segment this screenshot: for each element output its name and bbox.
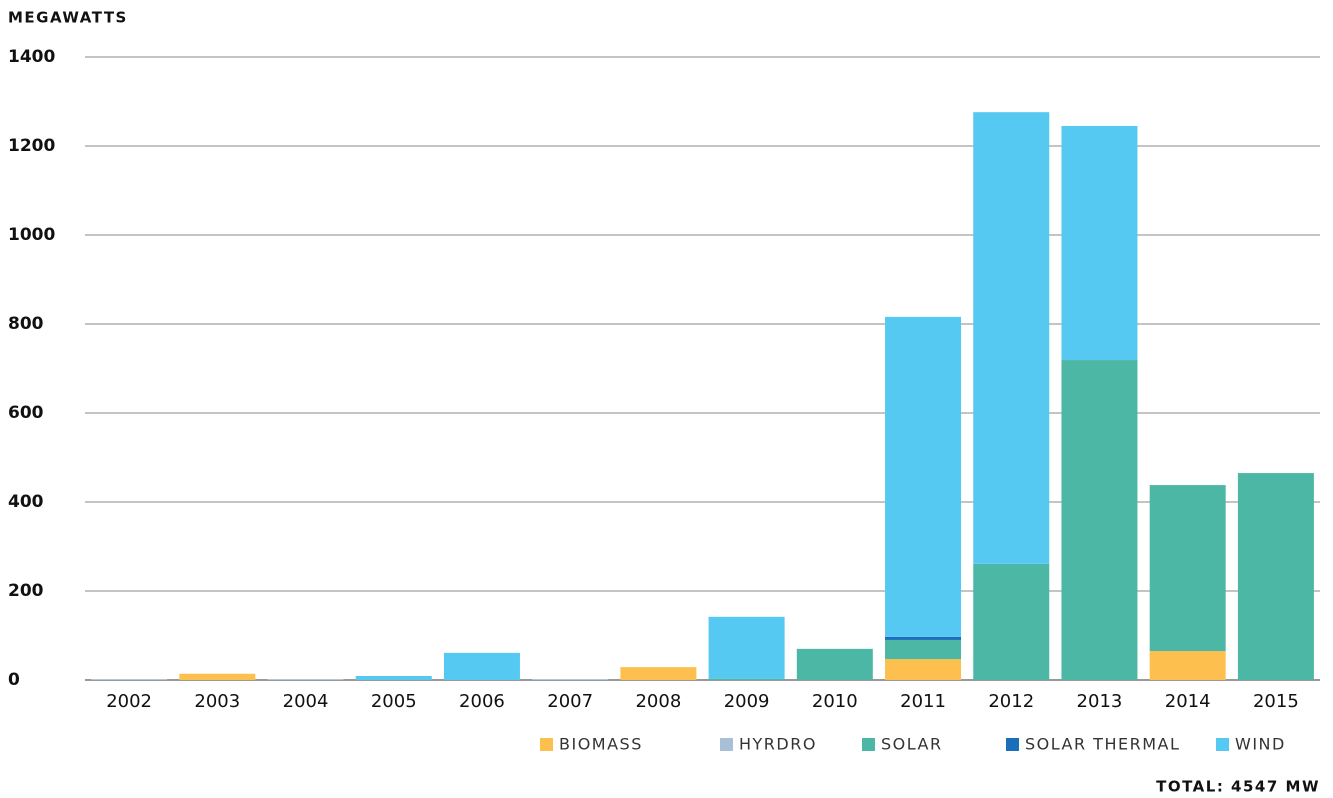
bar-segment — [91, 679, 168, 680]
legend-swatch — [862, 738, 875, 751]
x-tick-label: 2008 — [635, 691, 681, 712]
y-tick-label: 1400 — [8, 47, 55, 67]
x-tick-label: 2002 — [106, 691, 152, 712]
x-tick-label: 2003 — [194, 691, 240, 712]
total-annotation: TOTAL: 4547 MW — [1156, 778, 1320, 796]
bar-segment — [1237, 473, 1314, 680]
bar-segment — [443, 652, 520, 680]
bar-segment — [532, 679, 609, 680]
y-tick-label: 200 — [8, 581, 44, 601]
bar-segment — [267, 679, 344, 680]
y-axis-label: MEGAWATTS — [8, 9, 128, 27]
legend-label: SOLAR — [881, 735, 943, 754]
bar-segment — [885, 316, 962, 637]
bar-segment — [885, 639, 962, 660]
y-tick-label: 0 — [8, 670, 20, 690]
bar-segment — [355, 675, 432, 680]
x-tick-label: 2014 — [1165, 691, 1211, 712]
y-tick-label: 800 — [8, 314, 44, 334]
bar-segment — [1061, 360, 1138, 680]
bar-segment — [796, 648, 873, 680]
legend-label: WIND — [1235, 735, 1286, 754]
bar-segment — [885, 659, 962, 680]
y-tick-label: 600 — [8, 403, 44, 423]
legend-label: HYRDRO — [739, 735, 817, 754]
bar-segment — [1149, 485, 1226, 652]
bar-segment — [973, 563, 1050, 680]
y-tick-label: 400 — [8, 492, 44, 512]
bar-segment — [620, 667, 697, 680]
x-tick-label: 2006 — [459, 691, 505, 712]
x-tick-label: 2004 — [283, 691, 329, 712]
x-tick-label: 2012 — [988, 691, 1034, 712]
bar-segment — [1149, 651, 1226, 680]
bar-segment — [973, 112, 1050, 564]
y-tick-label: 1000 — [8, 225, 55, 245]
x-tick-label: 2011 — [900, 691, 946, 712]
legend-label: SOLAR THERMAL — [1025, 735, 1180, 754]
x-tick-label: 2007 — [547, 691, 593, 712]
legend-swatch — [540, 738, 553, 751]
x-tick-label: 2013 — [1077, 691, 1123, 712]
legend-swatch — [1006, 738, 1019, 751]
legend-swatch — [720, 738, 733, 751]
x-tick-label: 2010 — [812, 691, 858, 712]
bar-segment — [1061, 125, 1138, 361]
bar-segment — [708, 616, 785, 679]
x-tick-label: 2005 — [371, 691, 417, 712]
y-tick-label: 1200 — [8, 136, 55, 156]
legend-swatch — [1216, 738, 1229, 751]
bar-segment — [885, 636, 962, 640]
x-tick-label: 2009 — [724, 691, 770, 712]
bar-segment — [179, 673, 256, 680]
legend-label: BIOMASS — [559, 735, 643, 754]
x-tick-label: 2015 — [1253, 691, 1299, 712]
bar-segment — [708, 678, 785, 680]
